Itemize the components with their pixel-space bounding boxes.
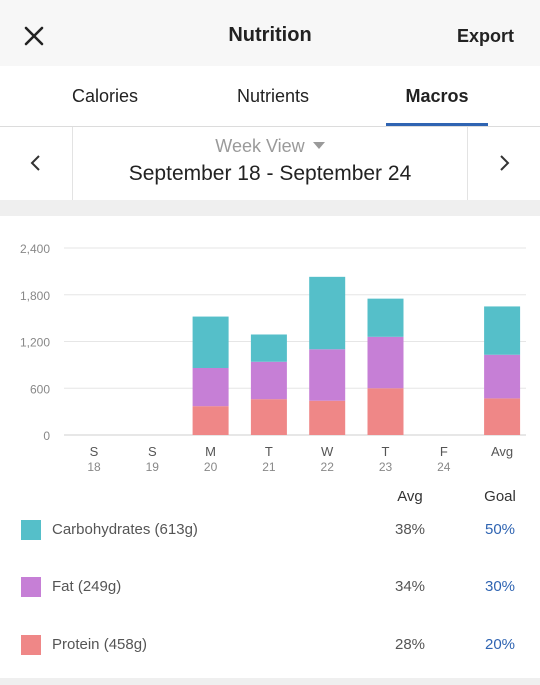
protein-bar-segment (250, 399, 287, 435)
tab-bar: Calories Nutrients Macros (0, 66, 540, 127)
x-tick-day: Avg (491, 444, 513, 459)
macro-avg: 38% (394, 521, 426, 538)
macro-avg: 34% (394, 578, 426, 595)
chevron-left-icon (30, 155, 40, 171)
y-tick-label: 2,400 (20, 242, 50, 256)
x-tick-day: F (440, 444, 448, 459)
protein-bar-segment (309, 400, 346, 435)
carbs-bar-segment (367, 298, 404, 337)
y-tick-label: 1,800 (20, 289, 50, 303)
protein-bar-segment (367, 388, 404, 435)
x-tick-date: 22 (321, 460, 335, 474)
page-title: Nutrition (228, 24, 312, 46)
y-tick-label: 1,200 (20, 336, 50, 350)
x-tick-date: 24 (437, 460, 451, 474)
chevron-right-icon (500, 155, 510, 171)
x-tick-day: W (321, 444, 334, 459)
macro-row-fat: Fat (249g) 34% 30% (0, 573, 540, 603)
x-tick-day: S (90, 444, 99, 459)
fat-bar-segment (192, 367, 229, 407)
protein-bar-segment (192, 406, 229, 435)
macro-label: Fat (249g) (52, 578, 122, 595)
protein-bar-segment (484, 398, 521, 435)
macro-label: Protein (458g) (52, 636, 148, 653)
section-divider (0, 200, 540, 216)
x-tick-day: T (382, 444, 390, 459)
macro-avg: 28% (394, 636, 426, 653)
x-tick-date: 23 (379, 460, 393, 474)
macro-goal[interactable]: 20% (484, 636, 516, 653)
protein-swatch (21, 635, 41, 655)
x-tick-date: 21 (262, 460, 276, 474)
macros-bar-chart: 2,4001,8001,2006000S18S19M20T21W22T23F24… (20, 242, 526, 474)
fat-bar-segment (367, 336, 404, 389)
x-tick-date: 18 (87, 460, 101, 474)
carbs-bar-segment (250, 334, 287, 362)
close-icon (24, 26, 44, 46)
x-tick-date: 19 (146, 460, 160, 474)
macro-goal[interactable]: 30% (484, 578, 516, 595)
macros-chart: 2,400 1,800 1,200 600 0 S 18 S 19 M 20 T 21 W 22 T 23 F 24… (0, 216, 540, 486)
y-tick-label: 0 (43, 429, 50, 443)
date-range: September 18 - September 24 (128, 162, 412, 185)
export-button[interactable]: Export (456, 26, 514, 46)
top-bar: Nutrition Export (0, 0, 540, 66)
avg-column-header: Avg (397, 488, 423, 505)
macro-goal[interactable]: 50% (484, 521, 516, 538)
macro-label: Carbohydrates (613g) (52, 521, 198, 538)
close-button[interactable] (20, 22, 48, 50)
carbohydrates-swatch (21, 520, 41, 540)
x-tick-day: M (205, 444, 216, 459)
x-tick-date: 20 (204, 460, 218, 474)
x-tick-day: T (265, 444, 273, 459)
tab-nutrients[interactable]: Nutrients (236, 86, 310, 106)
week-selector: Week View September 18 - September 24 (0, 127, 540, 200)
carbs-bar-segment (484, 306, 521, 355)
active-tab-indicator (386, 123, 488, 126)
fat-bar-segment (309, 349, 346, 401)
tab-calories[interactable]: Calories (71, 86, 139, 106)
x-tick-day: S (148, 444, 157, 459)
fat-bar-segment (250, 361, 287, 400)
macro-row-carbohydrates: Carbohydrates (613g) 38% 50% (0, 516, 540, 546)
bottom-divider (0, 678, 540, 685)
fat-swatch (21, 577, 41, 597)
caret-down-icon (312, 141, 325, 149)
week-view-dropdown[interactable]: Week View (0, 136, 540, 157)
fat-bar-segment (484, 354, 521, 399)
y-tick-label: 600 (30, 382, 50, 396)
next-week-button[interactable] (467, 127, 540, 200)
carbs-bar-segment (192, 316, 229, 368)
goal-column-header: Goal (484, 488, 516, 505)
macro-row-protein: Protein (458g) 28% 20% (0, 631, 540, 661)
carbs-bar-segment (309, 276, 346, 350)
tab-macros[interactable]: Macros (405, 86, 469, 106)
week-view-label: Week View (215, 136, 305, 156)
previous-week-button[interactable] (0, 127, 73, 200)
